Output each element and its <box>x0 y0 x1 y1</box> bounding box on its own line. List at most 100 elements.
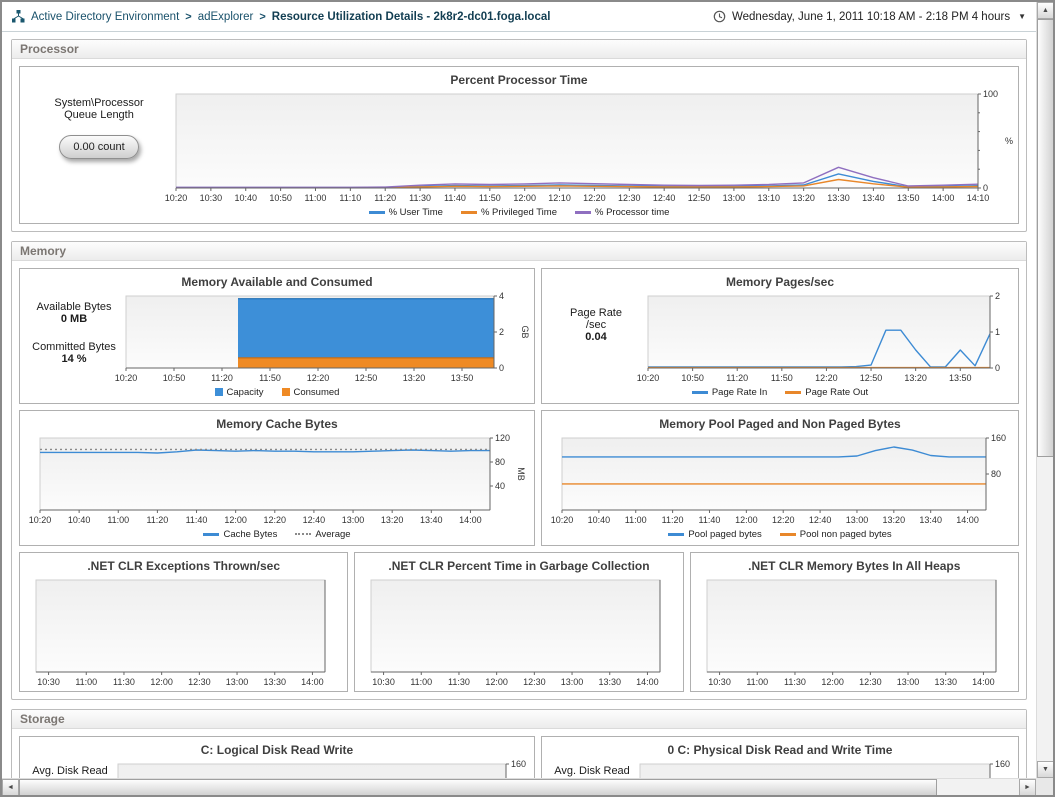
scroll-up-arrow[interactable]: ▲ <box>1037 2 1053 19</box>
page-rate-line1: Page Rate <box>570 307 622 319</box>
chart-canvas-memory-pages[interactable]: 0 1 2 10:20 10:50 11:20 11:50 12:20 12:50 13:20 13… <box>637 291 1014 384</box>
svg-text:0: 0 <box>995 363 1000 373</box>
svg-text:11:30: 11:30 <box>113 677 135 687</box>
section-processor-body: Percent Processor Time System\Processor … <box>12 59 1026 231</box>
chart-canvas-memory-available[interactable]: 0 2 4 GB 10:20 10:50 11:20 11:50 12:20 12:50 13:20… <box>115 291 530 384</box>
queue-length-line2: Queue Length <box>64 109 134 121</box>
svg-text:10:20: 10:20 <box>115 373 138 383</box>
svg-text:2: 2 <box>995 291 1000 301</box>
chevron-down-icon[interactable]: ▼ <box>1018 12 1026 21</box>
chart-title-clr-exceptions: .NET CLR Exceptions Thrown/sec <box>87 559 281 573</box>
scroll-down-arrow[interactable]: ▼ <box>1037 761 1053 778</box>
svg-text:12:30: 12:30 <box>188 677 211 687</box>
chart-canvas-clr-gc[interactable]: 10:30 11:00 11:30 12:00 12:30 13:00 13:30 14:00 <box>369 575 668 688</box>
logical-disk-labels: Avg. Disk Read <box>24 759 116 778</box>
legend-swatch <box>460 210 477 214</box>
scroll-right-arrow[interactable]: ► <box>1019 779 1036 795</box>
svg-text:10:50: 10:50 <box>269 193 292 203</box>
svg-text:10:40: 10:40 <box>68 515 91 525</box>
svg-text:12:30: 12:30 <box>859 677 882 687</box>
breadcrumb-item-adexplorer[interactable]: adExplorer <box>197 10 254 23</box>
legend-item: Pool non paged bytes <box>779 529 892 540</box>
svg-text:13:20: 13:20 <box>381 515 404 525</box>
vertical-scroll-thumb[interactable] <box>1037 19 1053 457</box>
svg-text:10:30: 10:30 <box>708 677 731 687</box>
chart-title-clr-gc: .NET CLR Percent Time in Garbage Collect… <box>388 559 650 573</box>
chart-panel-clr-heaps: .NET CLR Memory Bytes In All Heaps 10:30… <box>689 552 1019 692</box>
section-memory-body: Memory Available and Consumed Available … <box>12 261 1026 699</box>
legend-swatch <box>203 532 220 536</box>
svg-text:11:20: 11:20 <box>146 515 168 525</box>
svg-text:11:40: 11:40 <box>699 515 721 525</box>
chart-canvas-percent-processor-time[interactable]: 0 100% 10:20 10:30 10:40 10:50 11:00 11:10 11:20… <box>165 89 1014 204</box>
memory-row-2: Memory Cache Bytes 40 80 120 MB 10:20 10:40 11… <box>19 410 1019 546</box>
physical-disk-read-label: Avg. Disk Read <box>554 765 630 777</box>
legend-label: Consumed <box>293 386 340 398</box>
committed-bytes-value: 14 % <box>61 353 87 365</box>
legend-swatch <box>668 532 685 536</box>
chart-canvas-clr-heaps[interactable]: 10:30 11:00 11:30 12:00 12:30 13:00 13:30 14:00 <box>705 575 1004 688</box>
legend-label: % User Time <box>388 206 443 218</box>
chart-canvas-memory-cache[interactable]: 40 80 120 MB 10:20 10:40 11:00 11:20 11:40 12:00 1… <box>29 433 526 526</box>
scroll-left-arrow[interactable]: ◄ <box>2 779 19 795</box>
horizontal-scroll-thumb[interactable] <box>19 779 937 795</box>
svg-text:10:50: 10:50 <box>681 373 704 383</box>
breadcrumb-separator: > <box>185 10 192 23</box>
breadcrumb-item-environment[interactable]: Active Directory Environment <box>31 10 180 23</box>
chart-canvas-memory-pool[interactable]: 80 160 10:20 10:40 11:00 11:20 11:40 12:00 12:20… <box>551 433 1010 526</box>
clock-icon[interactable] <box>713 10 726 23</box>
chart-title-clr-heaps: .NET CLR Memory Bytes In All Heaps <box>748 559 961 573</box>
svg-text:10:40: 10:40 <box>234 193 257 203</box>
section-memory-header: Memory <box>12 242 1026 261</box>
legend-swatch <box>785 390 802 394</box>
svg-text:14:00: 14:00 <box>972 677 995 687</box>
svg-text:12:00: 12:00 <box>150 677 173 687</box>
vertical-scrollbar[interactable]: ▲ ▼ <box>1036 2 1053 778</box>
section-storage: Storage C: Logical Disk Read Write Avg. … <box>11 709 1027 778</box>
chart-title-logical-disk: C: Logical Disk Read Write <box>200 743 354 757</box>
breadcrumb-bar: Active Directory Environment > adExplore… <box>2 2 1036 32</box>
svg-text:11:20: 11:20 <box>662 515 684 525</box>
horizontal-scrollbar[interactable]: ◄ ► <box>2 778 1036 795</box>
svg-text:12:20: 12:20 <box>815 373 838 383</box>
legend-item: Capacity <box>214 387 264 398</box>
svg-text:13:30: 13:30 <box>827 193 850 203</box>
chart-canvas-logical-disk[interactable]: 16080 <box>116 759 530 778</box>
chart-canvas-clr-exceptions[interactable]: 10:30 11:00 11:30 12:00 12:30 13:00 13:30 14:00 <box>34 575 333 688</box>
chart-title-memory-available: Memory Available and Consumed <box>181 275 373 289</box>
main-content: Active Directory Environment > adExplore… <box>2 2 1036 778</box>
chart-title-memory-cache: Memory Cache Bytes <box>216 417 338 431</box>
page-rate-line2: /sec <box>585 319 607 331</box>
svg-text:13:50: 13:50 <box>451 373 474 383</box>
legend-swatch <box>691 390 708 394</box>
section-memory: Memory Memory Available and Consumed Ava… <box>11 241 1027 700</box>
page-rate-value: 0.04 <box>585 331 607 343</box>
legend-item: % Privileged Time <box>460 207 557 218</box>
svg-text:14:00: 14:00 <box>636 677 659 687</box>
svg-text:11:00: 11:00 <box>625 515 647 525</box>
svg-text:11:40: 11:40 <box>186 515 208 525</box>
timerange-label[interactable]: Wednesday, June 1, 2011 10:18 AM - 2:18 … <box>731 10 1011 23</box>
svg-text:13:30: 13:30 <box>599 677 622 687</box>
chart-title-physical-disk: 0 C: Physical Disk Read and Write Time <box>667 743 893 757</box>
processor-queue-length-label: System\Processor Queue Length 0.00 count <box>24 89 174 204</box>
breadcrumb-separator: > <box>259 10 266 23</box>
svg-text:12:50: 12:50 <box>688 193 711 203</box>
scrollbar-corner <box>1036 778 1053 795</box>
svg-text:160: 160 <box>995 759 1010 769</box>
chart-legend-memory-available: Capacity Consumed <box>24 384 530 400</box>
chart-title-memory-pages: Memory Pages/sec <box>725 275 835 289</box>
queue-length-badge[interactable]: 0.00 count <box>59 135 139 159</box>
chart-panel-memory-available: Memory Available and Consumed Available … <box>19 268 535 404</box>
svg-text:10:30: 10:30 <box>37 677 60 687</box>
chart-title-memory-pool: Memory Pool Paged and Non Paged Bytes <box>659 417 901 431</box>
svg-text:12:20: 12:20 <box>307 373 330 383</box>
legend-swatch <box>281 388 290 396</box>
svg-text:13:40: 13:40 <box>919 515 942 525</box>
legend-label: Average <box>315 528 351 540</box>
memory-row-1: Memory Available and Consumed Available … <box>19 268 1019 404</box>
chart-canvas-physical-disk[interactable]: 16080 <box>638 759 1014 778</box>
page-rate-labels: Page Rate /sec 0.04 <box>546 291 646 384</box>
